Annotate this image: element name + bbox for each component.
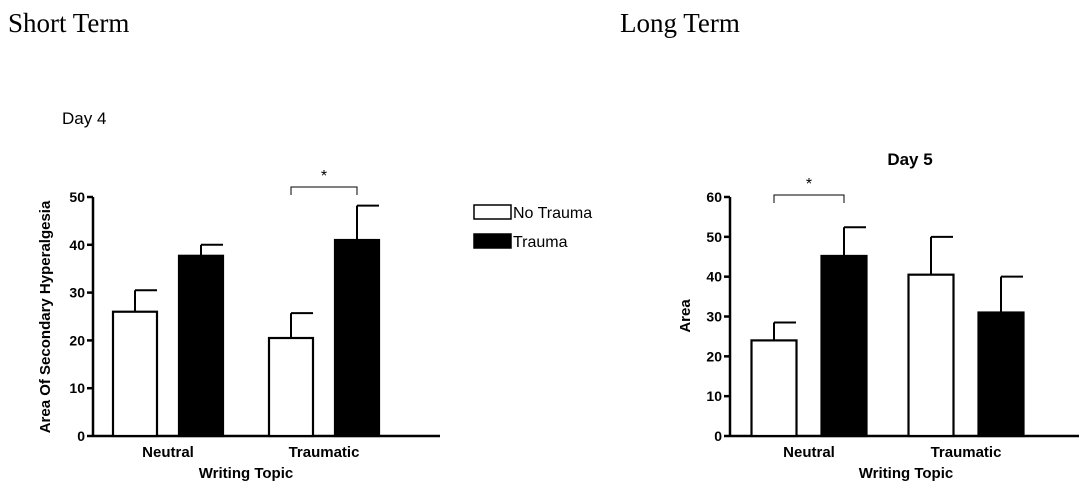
day4-significance-bracket	[290, 186, 358, 195]
day4-plot-area: 0 10 20 30 40 50 Neutral Traumatic *	[69, 168, 440, 461]
long-term-heading: Long Term	[620, 8, 740, 38]
day4-bar-trauma	[333, 238, 381, 438]
day4-x-tick-label: Traumatic	[289, 444, 360, 461]
day4-bar-no-trauma	[267, 336, 315, 438]
day4-bar-trauma	[177, 254, 225, 438]
short-term-heading: Short Term	[8, 8, 130, 38]
legend-label-no-trauma: No Trauma	[513, 205, 592, 222]
legend-label-trauma: Trauma	[513, 234, 568, 251]
day4-y-tick-label: 50	[69, 189, 85, 205]
day4-significance-marker: *	[321, 168, 327, 185]
day4-y-tick-label: 0	[77, 428, 85, 444]
day4-y-tick-label: 30	[69, 285, 85, 301]
day4-x-tick-label: Neutral	[142, 444, 194, 461]
day4-y-axis-label: Area Of Secondary Hyperalgesia	[37, 200, 54, 433]
legend-swatch-trauma	[473, 233, 512, 249]
day4-bar-no-trauma	[111, 310, 159, 438]
day4-x-axis-label: Writing Topic	[199, 465, 293, 482]
day4-y-tick-label: 10	[69, 380, 85, 396]
day4-chart-title: Day 4	[62, 109, 106, 128]
day4-legend: No Trauma Trauma	[473, 204, 592, 251]
day4-y-tick-label: 40	[69, 237, 85, 253]
day4-y-tick-label: 20	[69, 332, 85, 348]
legend-swatch-no-trauma	[473, 204, 512, 220]
